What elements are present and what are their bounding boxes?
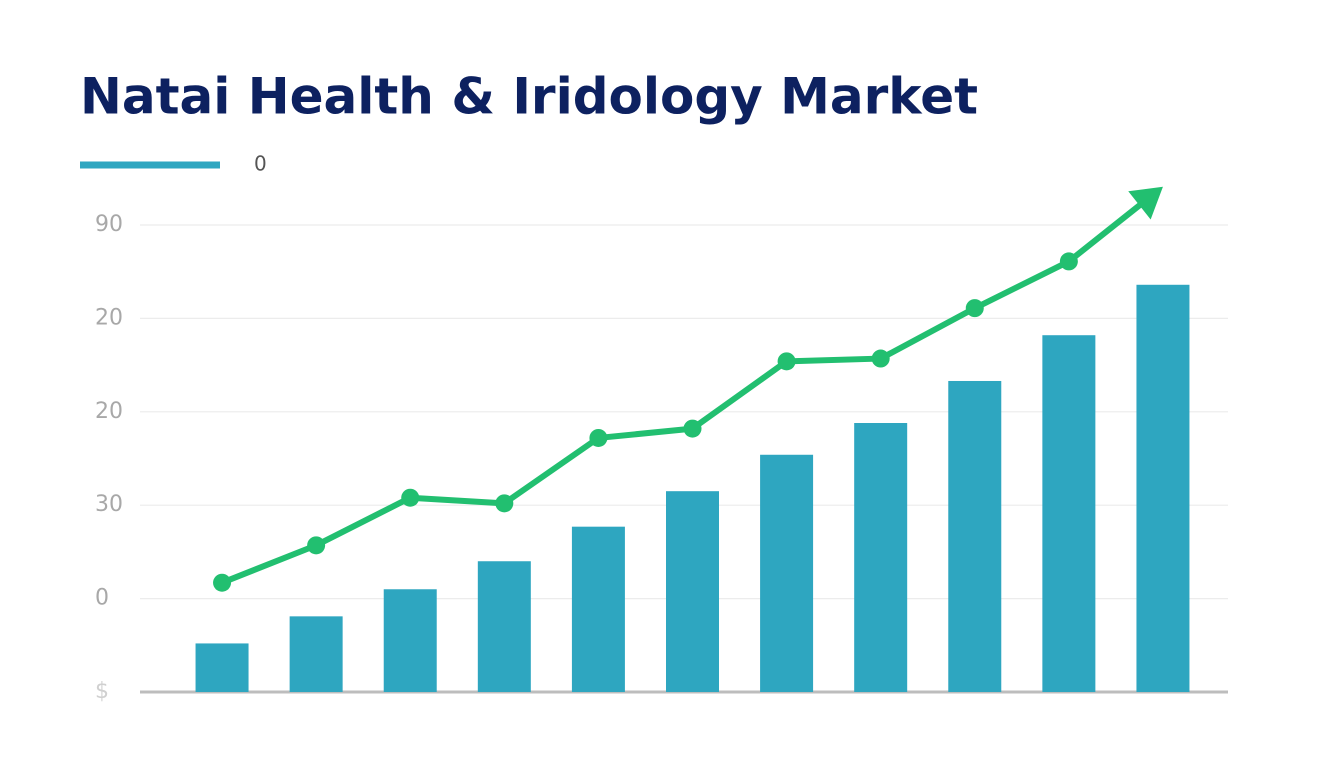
y-tick-label: 90 xyxy=(95,212,123,237)
bar xyxy=(383,589,437,692)
bar xyxy=(1042,335,1096,692)
bar xyxy=(666,491,719,692)
bar xyxy=(1136,284,1190,692)
line-point xyxy=(871,349,890,368)
line-point xyxy=(495,494,514,513)
bar xyxy=(948,380,1002,692)
line-point xyxy=(683,419,702,438)
line-point xyxy=(307,536,326,555)
bar xyxy=(477,561,531,692)
arrowhead xyxy=(1128,186,1163,220)
bar xyxy=(289,616,343,692)
bar xyxy=(195,643,249,692)
y-tick-label: 30 xyxy=(95,492,123,517)
bar xyxy=(854,423,908,692)
line-point xyxy=(1059,252,1078,271)
chart-title: Natai Health & Iridology Market xyxy=(80,68,978,126)
line-point xyxy=(589,428,608,447)
y-tick-label: 20 xyxy=(95,399,123,424)
bar xyxy=(760,454,814,692)
y-tick-label: $ xyxy=(95,679,109,704)
line-point xyxy=(965,299,984,318)
line-point xyxy=(777,352,796,371)
bar xyxy=(571,526,625,692)
line-point xyxy=(213,573,232,592)
y-tick-label: 0 xyxy=(95,586,109,611)
y-tick-label: 20 xyxy=(95,305,123,330)
line-point xyxy=(401,488,420,507)
legend-label: 0 xyxy=(254,152,267,176)
